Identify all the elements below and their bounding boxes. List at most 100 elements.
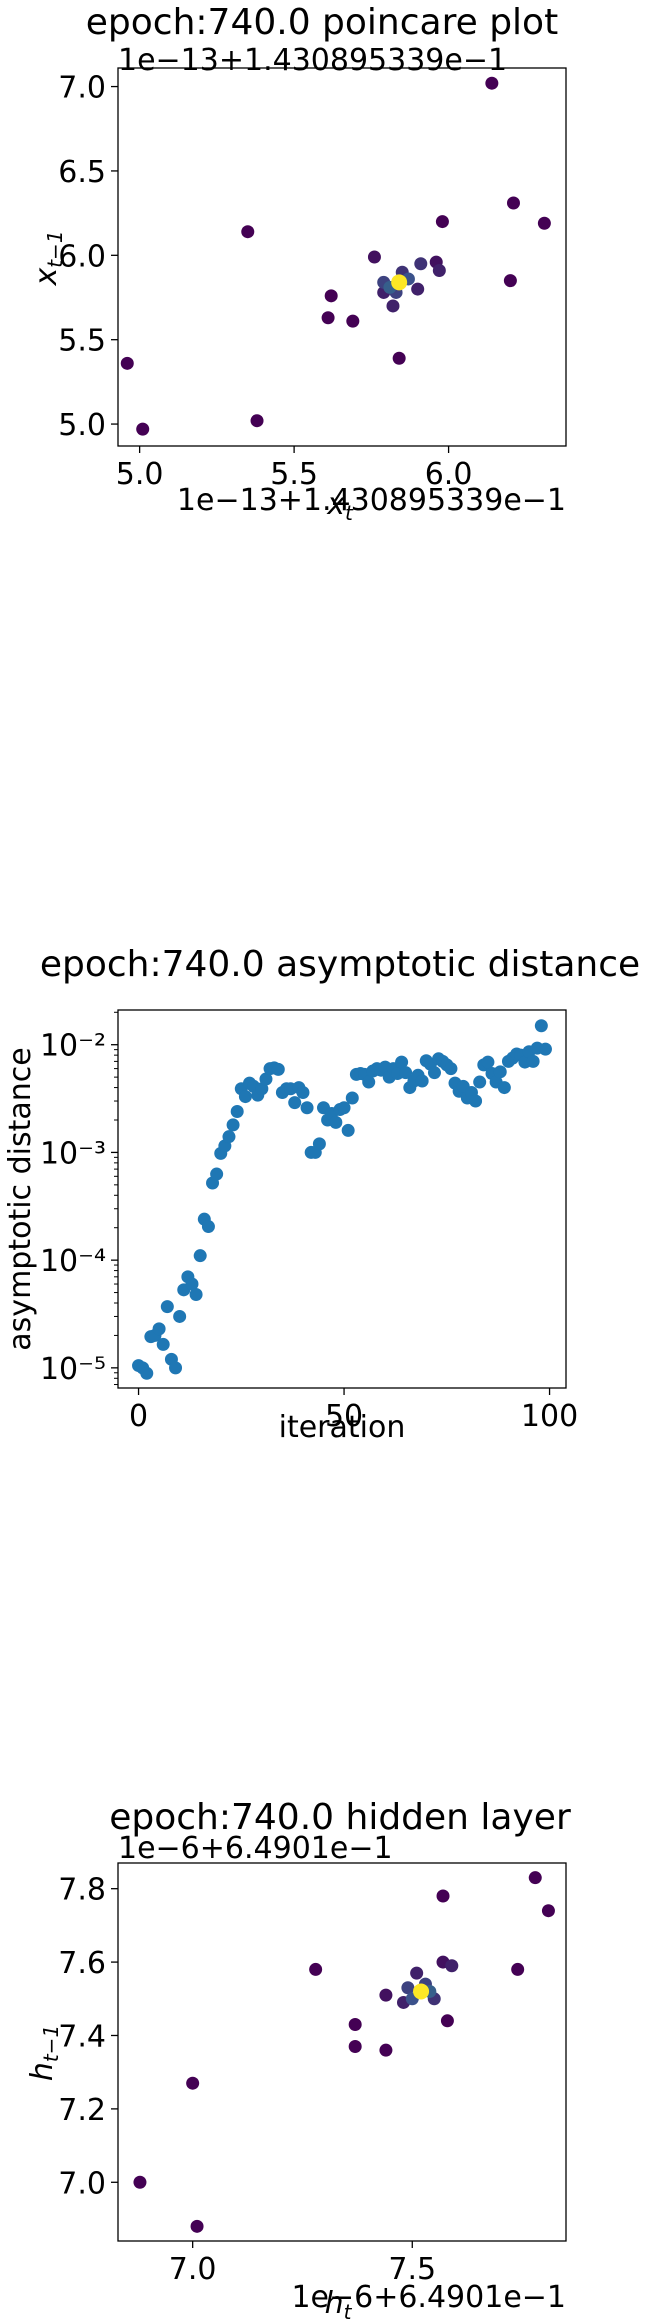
scatter-point — [238, 1090, 252, 1104]
y-tick-label: 6.5 — [58, 155, 106, 190]
y-axis: 10⁻⁵ 10⁻⁴ 10⁻³ 10⁻² — [40, 1011, 118, 1387]
x-tick-label: 0 — [129, 1399, 148, 1434]
plot-frame — [117, 1862, 567, 2242]
scatter-point — [120, 356, 134, 370]
scatter-point — [346, 314, 360, 328]
x-axis: 7.0 7.5 — [169, 2241, 436, 2287]
scatter-point — [169, 1361, 183, 1375]
scatter-point — [345, 1091, 359, 1105]
x-axis-label: iteration — [279, 1410, 406, 1440]
y-axis: 5.0 5.5 6.0 6.5 7.0 — [58, 71, 118, 443]
y-offset-label: 1e−6+6.4901e−1 — [118, 1831, 393, 1866]
scatter-point — [435, 215, 449, 229]
scatter-point — [230, 1104, 244, 1118]
scatter-point — [511, 1962, 525, 1976]
scatter-point — [250, 414, 264, 428]
x-tick-label: 100 — [521, 1399, 578, 1434]
scatter-point — [324, 289, 338, 303]
chart-title: epoch:740.0 asymptotic distance — [40, 944, 640, 985]
scatter-point — [156, 1337, 170, 1351]
y-tick-label: 7.0 — [58, 71, 106, 106]
scatter-point — [432, 264, 446, 277]
scatter-point — [386, 299, 400, 313]
y-tick-label: 5.5 — [58, 324, 106, 359]
scatter-point — [288, 1096, 302, 1110]
scatter-point — [414, 257, 428, 271]
scatter-point — [415, 1074, 429, 1088]
scatter-point — [173, 1309, 187, 1323]
y-tick-label: 7.0 — [58, 2166, 106, 2201]
scatter-point — [367, 250, 381, 264]
y-tick-label: 10⁻² — [40, 1029, 106, 1064]
x-tick-label: 5.0 — [116, 457, 164, 492]
x-offset-label: 1e−6+6.4901e−1 — [291, 2280, 566, 2315]
y-tick-label: 7.8 — [58, 1873, 106, 1908]
plot-frame — [117, 1009, 567, 1389]
scatter-point — [506, 196, 520, 210]
scatter-point — [497, 1081, 511, 1095]
scatter-point — [526, 1054, 540, 1068]
scatter-point — [222, 1130, 236, 1144]
y-axis-label: asymptotic distance — [3, 1047, 38, 1350]
hidden-layer-chart: epoch:740.0 hidden layer 1e−6+6.4901e−1 … — [25, 1797, 571, 2323]
scatter-point — [528, 1871, 542, 1885]
scatter-point — [300, 1101, 314, 1115]
scatter-point — [271, 1062, 285, 1076]
scatter-point — [493, 1065, 507, 1079]
scatter-point — [210, 1167, 224, 1181]
scatter-point — [534, 1019, 548, 1033]
scatter-point — [348, 2039, 362, 2053]
scatter-point — [410, 1966, 424, 1980]
scatter-points — [133, 1871, 555, 2233]
scatter-point — [413, 1983, 430, 2000]
scatter-point — [436, 1889, 450, 1903]
scatter-point — [189, 1287, 203, 1301]
scatter-point — [329, 1115, 343, 1129]
chart-title: epoch:740.0 poincare plot — [86, 2, 558, 43]
x-tick-label: 6.0 — [425, 457, 473, 492]
scatter-point — [445, 1959, 459, 1973]
y-tick-label: 7.4 — [58, 2019, 106, 2054]
y-tick-label: 7.6 — [58, 1946, 106, 1981]
scatter-point — [427, 1066, 441, 1080]
x-axis: 0 50 100 — [129, 1388, 578, 1434]
plot-frame — [117, 67, 567, 447]
scatter-point — [392, 351, 406, 365]
x-axis: 5.0 5.5 6.0 — [116, 446, 473, 492]
scatter-point — [444, 1062, 458, 1076]
scatter-point — [391, 274, 408, 291]
scatter-point — [538, 1042, 552, 1056]
scatter-point — [401, 1981, 415, 1995]
scatter-point — [152, 1322, 166, 1336]
y-tick-label: 5.0 — [58, 408, 106, 443]
poincare-chart: epoch:740.0 poincare plot 1e−13+1.430895… — [29, 2, 567, 525]
x-tick-label: 5.5 — [270, 457, 318, 492]
scatter-point — [321, 311, 335, 325]
scatter-point — [362, 1075, 376, 1089]
scatter-point — [481, 1055, 495, 1069]
scatter-point — [440, 2014, 454, 2028]
scatter-point — [337, 1101, 351, 1115]
scatter-point — [395, 1055, 409, 1069]
scatter-point — [309, 1962, 323, 1976]
scatter-point — [296, 1085, 310, 1099]
scatter-point — [160, 1300, 174, 1314]
scatter-point — [348, 2017, 362, 2031]
scatter-point — [201, 1220, 215, 1234]
scatter-point — [541, 1904, 555, 1918]
scatter-points — [120, 76, 551, 436]
scatter-point — [379, 2043, 393, 2057]
scatter-point — [241, 225, 255, 239]
scatter-point — [140, 1366, 154, 1380]
scatter-point — [379, 1988, 393, 2002]
y-tick-label: 10⁻⁴ — [40, 1244, 106, 1279]
y-tick-label: 10⁻³ — [40, 1136, 106, 1171]
scatter-point — [190, 2219, 204, 2233]
scatter-point — [399, 1066, 413, 1080]
x-tick-label: 7.0 — [169, 2252, 217, 2287]
x-offset-label: 1e−13+1.430895339e−1 — [177, 483, 566, 518]
x-tick-label: 50 — [325, 1399, 363, 1434]
y-axis: 7.0 7.2 7.4 7.6 7.8 — [58, 1873, 118, 2201]
y-offset-label: 1e−13+1.430895339e−1 — [118, 43, 507, 78]
scatter-point — [136, 422, 150, 436]
